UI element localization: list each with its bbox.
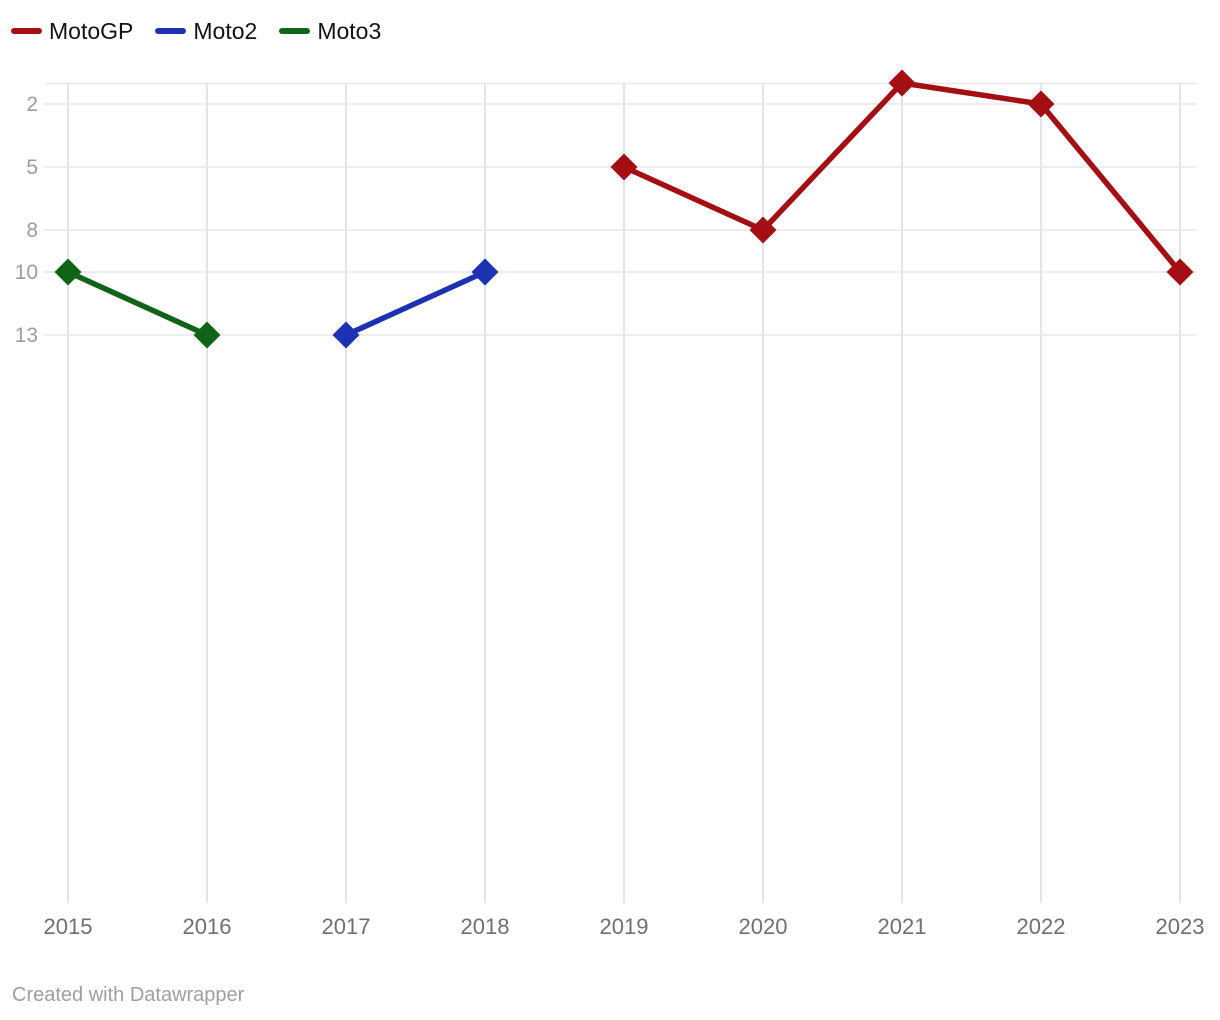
x-tick-label-2017: 2017 [322,914,371,939]
marker-motogp-2021 [888,69,916,97]
series-line-moto3 [66,269,209,338]
x-tick-label-2018: 2018 [461,914,510,939]
legend-item-motogp[interactable]: MotoGP [11,16,133,46]
legend-swatch-motogp [11,28,42,34]
legend-item-moto2[interactable]: Moto2 [155,16,257,46]
x-tick-label-2016: 2016 [183,914,232,939]
y-tick-label-13: 13 [15,324,38,347]
y-tick-label-10: 10 [15,261,38,284]
y-tick-label-8: 8 [26,219,38,242]
legend: MotoGP Moto2 Moto3 [11,16,381,46]
legend-label: Moto2 [193,18,258,44]
series-line-moto2 [344,269,487,338]
marker-motogp-2022 [1027,90,1055,118]
attribution-footer: Created with Datawrapper [12,984,245,1006]
x-tick-label-2019: 2019 [600,914,649,939]
y-tick-label-2: 2 [26,93,38,116]
legend-swatch-moto2 [155,28,187,34]
marker-moto3-2015 [54,258,82,286]
marker-motogp-2019 [610,153,638,181]
y-tick-label-5: 5 [26,156,38,179]
legend-label: Moto3 [317,18,382,44]
marker-moto2-2017 [332,321,360,349]
x-tick-label-2021: 2021 [878,914,927,939]
marker-moto2-2018 [471,258,499,286]
x-tick-label-2020: 2020 [739,914,788,939]
x-tick-label-2022: 2022 [1017,914,1066,939]
legend-swatch-moto3 [279,28,311,34]
marker-motogp-2020 [749,216,777,244]
x-tick-label-2015: 2015 [44,914,93,939]
legend-label: MotoGP [49,18,134,44]
marker-moto3-2016 [193,321,221,349]
x-tick-label-2023: 2023 [1156,914,1205,939]
legend-item-moto3[interactable]: Moto3 [279,16,381,46]
marker-motogp-2023 [1166,258,1194,286]
